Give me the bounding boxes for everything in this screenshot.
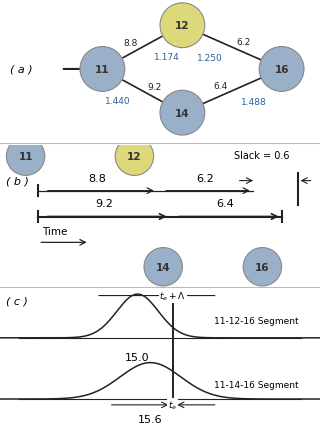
Ellipse shape — [144, 248, 182, 286]
Text: Time: Time — [42, 226, 67, 236]
Ellipse shape — [115, 138, 154, 176]
Ellipse shape — [259, 47, 304, 92]
Text: 1.440: 1.440 — [105, 96, 131, 105]
Text: 12: 12 — [127, 152, 142, 162]
Ellipse shape — [160, 91, 205, 136]
Text: 15.0: 15.0 — [125, 352, 150, 362]
Text: ( c ): ( c ) — [6, 296, 28, 306]
Text: 11: 11 — [95, 65, 110, 75]
Text: 11: 11 — [18, 152, 33, 162]
Text: 16: 16 — [274, 65, 289, 75]
Text: 8.8: 8.8 — [123, 39, 137, 48]
Text: 9.2: 9.2 — [148, 82, 162, 92]
Text: 6.2: 6.2 — [236, 38, 250, 47]
Text: 6.4: 6.4 — [217, 199, 235, 209]
Ellipse shape — [160, 4, 205, 49]
Text: 1.488: 1.488 — [241, 98, 267, 106]
Text: 8.8: 8.8 — [89, 173, 107, 183]
Text: 11-14-16 Segment: 11-14-16 Segment — [214, 380, 298, 389]
Text: 9.2: 9.2 — [95, 199, 113, 209]
Text: 11-12-16 Segment: 11-12-16 Segment — [214, 316, 298, 325]
Text: $t_e$: $t_e$ — [168, 399, 177, 411]
Text: 6.4: 6.4 — [214, 82, 228, 91]
Text: 12: 12 — [175, 21, 190, 31]
Ellipse shape — [243, 248, 282, 286]
Text: 6.2: 6.2 — [196, 173, 214, 183]
Ellipse shape — [6, 138, 45, 176]
Text: 15.6: 15.6 — [138, 414, 163, 424]
Text: $t_e + \Lambda$: $t_e + \Lambda$ — [159, 289, 186, 302]
Text: 1.174: 1.174 — [154, 53, 180, 62]
Text: ( b ): ( b ) — [6, 176, 29, 186]
Text: 16: 16 — [255, 262, 270, 272]
Text: 14: 14 — [156, 262, 171, 272]
Text: 1.250: 1.250 — [197, 54, 223, 63]
Text: ( a ): ( a ) — [10, 65, 32, 75]
Text: Slack = 0.6: Slack = 0.6 — [234, 151, 289, 161]
Ellipse shape — [80, 47, 125, 92]
Text: 14: 14 — [175, 108, 190, 118]
